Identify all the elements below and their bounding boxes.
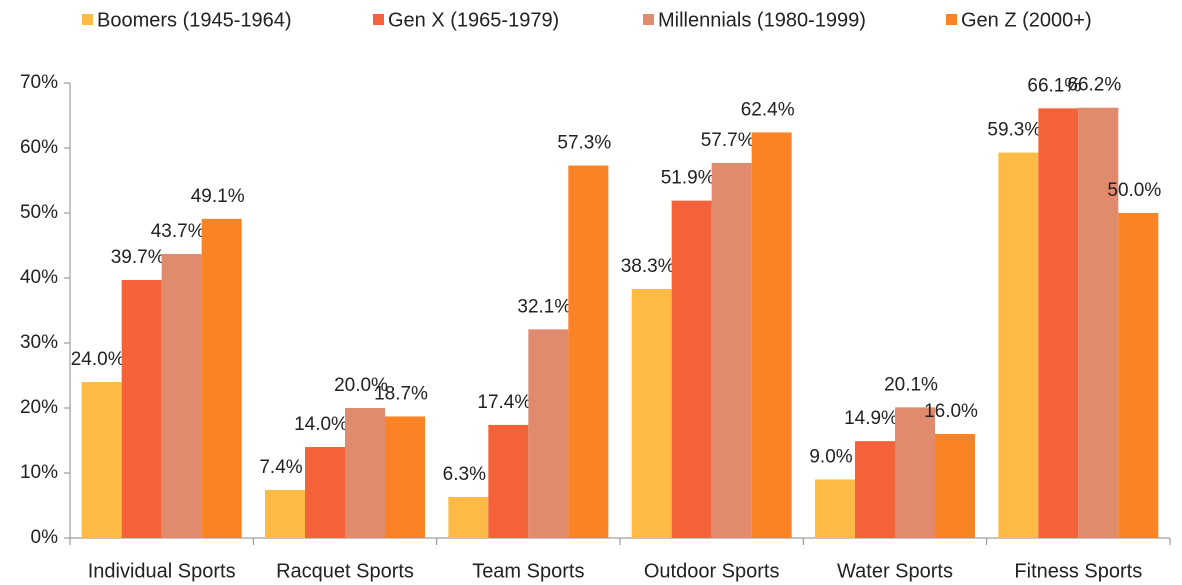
data-label: 6.3% [443,464,486,485]
bar [1078,107,1119,538]
legend-label: Gen X (1965-1979) [388,9,559,31]
bar [935,434,975,538]
data-label: 43.7% [151,221,205,242]
data-label: 50.0% [1107,180,1161,201]
bar [631,289,672,538]
y-tick-label: 10% [20,462,58,483]
legend-swatch [373,14,384,25]
x-tick-label: Outdoor Sports [644,560,780,582]
legend-label: Gen Z (2000+) [961,9,1092,31]
bar [711,162,752,538]
data-label: 57.3% [557,133,611,154]
data-label: 20.1% [884,374,938,395]
legend-swatch [643,14,654,25]
data-label: 14.0% [294,414,348,435]
legend-label: Boomers (1945-1964) [97,9,292,31]
data-label: 66.1% [1027,75,1081,96]
y-tick-label: 40% [20,267,58,288]
bar [528,329,569,538]
bar [895,407,935,538]
data-label: 16.0% [924,401,978,422]
data-label: 51.9% [661,168,715,189]
x-tick-label: Water Sports [837,560,953,582]
y-tick-label: 0% [31,527,59,548]
bar [121,279,162,538]
y-tick-label: 60% [20,137,58,158]
bar [161,253,202,538]
y-tick-label: 70% [20,72,58,93]
data-label: 62.4% [741,99,795,120]
x-tick-label: Racquet Sports [276,560,414,582]
bar [671,200,712,538]
data-label: 66.2% [1067,75,1121,96]
x-tick-label: Team Sports [472,560,584,582]
data-label: 9.0% [809,447,852,468]
bar [1038,108,1079,538]
bar [855,441,895,538]
bar [265,489,305,538]
y-tick-label: 30% [20,332,58,353]
data-label: 20.0% [334,375,388,396]
data-label: 38.3% [621,256,675,277]
bar [998,152,1039,539]
data-label: 57.7% [701,130,755,151]
bar [448,497,489,538]
data-label: 39.7% [111,247,165,268]
data-label: 14.9% [844,408,898,429]
data-label: 7.4% [259,457,302,478]
bar [345,408,385,538]
bar [751,132,792,538]
x-tick-label: Fitness Sports [1014,560,1142,582]
y-tick-label: 50% [20,202,58,223]
bar [81,382,122,538]
bar [568,165,609,539]
data-label: 59.3% [987,120,1041,141]
bar [305,447,345,538]
bar [201,218,242,538]
x-tick-label: Individual Sports [88,560,236,582]
bar [1118,213,1159,538]
bar [815,479,855,538]
data-label: 49.1% [191,186,245,207]
y-tick-label: 20% [20,397,58,418]
bar [385,416,425,538]
data-label: 32.1% [517,296,571,317]
data-label: 17.4% [477,392,531,413]
data-label: 24.0% [71,349,125,370]
bar [488,424,529,538]
legend-swatch [82,14,93,25]
legend-swatch [946,14,957,25]
data-label: 18.7% [374,383,428,404]
legend-label: Millennials (1980-1999) [658,9,866,31]
